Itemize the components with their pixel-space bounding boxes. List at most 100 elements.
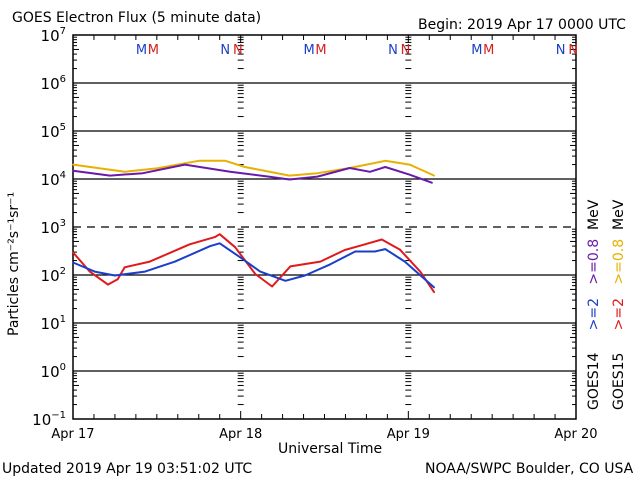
begin-time: Begin: 2019 Apr 17 0000 UTC bbox=[418, 17, 626, 33]
local-time-marker-M: M bbox=[483, 43, 494, 58]
y-axis-label-text: Particles cm⁻²s⁻¹sr⁻¹ bbox=[6, 191, 22, 336]
y-tick-label: 105 bbox=[41, 122, 66, 141]
y-tick-base: 10 bbox=[41, 315, 60, 333]
data-point bbox=[348, 167, 351, 169]
y-tick-base: 10 bbox=[41, 267, 60, 285]
local-time-marker-N: N bbox=[401, 43, 411, 58]
local-time-marker-M: M bbox=[136, 43, 147, 58]
data-point bbox=[123, 266, 126, 269]
x-tick-label: Apr 18 bbox=[219, 427, 262, 442]
legend-goes14-hi: >=2 bbox=[586, 297, 602, 331]
data-point bbox=[267, 175, 270, 178]
y-axis-label: Particles cm⁻²s⁻¹sr⁻¹ bbox=[6, 192, 22, 336]
data-point bbox=[374, 250, 376, 253]
series-line-goes15-2-mev bbox=[72, 233, 436, 293]
data-point bbox=[156, 167, 158, 170]
y-tick-base: 10 bbox=[41, 363, 60, 381]
data-point bbox=[88, 270, 91, 273]
y-tick-exponent: 6 bbox=[60, 74, 66, 85]
data-point bbox=[288, 178, 291, 181]
data-point bbox=[316, 175, 319, 178]
y-tick-label: 106 bbox=[41, 74, 66, 93]
data-point bbox=[433, 291, 435, 294]
data-point bbox=[72, 163, 74, 166]
data-point bbox=[107, 283, 109, 286]
data-point bbox=[183, 163, 186, 166]
data-point bbox=[197, 159, 200, 162]
legend-goes15-lo: >=0.8 bbox=[611, 238, 627, 285]
legend-goes15-sat: GOES15 bbox=[611, 352, 627, 410]
data-point bbox=[380, 238, 383, 241]
data-point bbox=[408, 173, 411, 176]
data-point bbox=[218, 233, 221, 235]
data-point bbox=[316, 172, 319, 175]
data-point bbox=[304, 274, 306, 277]
updated-timestamp: Updated 2019 Apr 19 03:51:02 UTC bbox=[2, 461, 253, 477]
data-point bbox=[144, 270, 146, 273]
y-tick-label: 101 bbox=[41, 314, 66, 333]
data-point bbox=[72, 170, 74, 172]
data-point bbox=[239, 256, 241, 259]
series-line-goes14-0-8-mev bbox=[72, 163, 433, 184]
legend-goes14-sat: GOES14 bbox=[586, 352, 602, 410]
data-point bbox=[123, 171, 126, 173]
data-point bbox=[259, 270, 262, 273]
y-tick-exponent: 7 bbox=[60, 26, 66, 37]
plot-frame bbox=[72, 34, 577, 420]
y-tick-label: 107 bbox=[41, 26, 66, 45]
y-tick-base: 10 bbox=[41, 123, 60, 141]
data-point bbox=[329, 263, 331, 266]
local-time-marker-N: N bbox=[568, 43, 578, 58]
data-point bbox=[289, 265, 292, 268]
data-point bbox=[271, 285, 273, 288]
local-time-marker-N: N bbox=[233, 43, 243, 58]
y-tick-base: 10 bbox=[41, 75, 60, 93]
data-point bbox=[244, 166, 246, 168]
x-axis-label: Universal Time bbox=[278, 441, 383, 457]
data-point bbox=[384, 159, 387, 162]
data-point bbox=[114, 274, 116, 277]
local-time-marker-M: M bbox=[304, 43, 315, 58]
data-point bbox=[116, 278, 119, 281]
data-point bbox=[399, 248, 401, 251]
local-time-marker-N: N bbox=[220, 43, 230, 58]
y-tick-exponent: −1 bbox=[51, 410, 66, 421]
data-point bbox=[224, 159, 227, 162]
y-tick-label: 104 bbox=[41, 170, 66, 189]
data-point bbox=[404, 260, 406, 263]
data-point bbox=[234, 246, 236, 248]
y-tick-base: 10 bbox=[41, 171, 60, 189]
x-tick-label: Apr 19 bbox=[387, 427, 430, 442]
chart-title: GOES Electron Flux (5 minute data) bbox=[12, 10, 262, 26]
y-tick-label: 103 bbox=[41, 218, 66, 237]
data-point bbox=[433, 174, 435, 177]
data-point bbox=[319, 260, 322, 263]
data-point bbox=[188, 243, 191, 246]
data-point bbox=[254, 273, 257, 275]
y-tick-base: 10 bbox=[32, 411, 51, 429]
y-tick-exponent: 0 bbox=[60, 362, 66, 373]
data-point bbox=[369, 171, 371, 173]
legend-goes15-unit: MeV bbox=[611, 199, 627, 230]
legend-goes14: GOES14 >=2 >=0.8 MeV bbox=[586, 200, 602, 410]
y-tick-label: 10−1 bbox=[32, 410, 66, 429]
y-tick-exponent: 5 bbox=[60, 122, 66, 133]
data-point bbox=[218, 242, 221, 245]
x-tick-label: Apr 20 bbox=[554, 427, 597, 442]
data-point bbox=[288, 174, 291, 177]
data-point bbox=[384, 166, 387, 168]
data-point bbox=[142, 172, 144, 175]
data-point bbox=[408, 163, 411, 166]
data-point bbox=[72, 261, 74, 264]
local-time-marker-N: N bbox=[556, 43, 566, 58]
y-tick-base: 10 bbox=[41, 219, 60, 237]
data-point bbox=[354, 250, 357, 253]
y-tick-exponent: 2 bbox=[60, 266, 66, 277]
data-point bbox=[109, 174, 111, 177]
local-time-marker-M: M bbox=[148, 43, 159, 58]
data-point bbox=[284, 279, 287, 282]
x-tick-label: Apr 17 bbox=[51, 427, 94, 442]
y-tick-label: 102 bbox=[41, 266, 66, 285]
y-tick-exponent: 1 bbox=[60, 314, 66, 325]
